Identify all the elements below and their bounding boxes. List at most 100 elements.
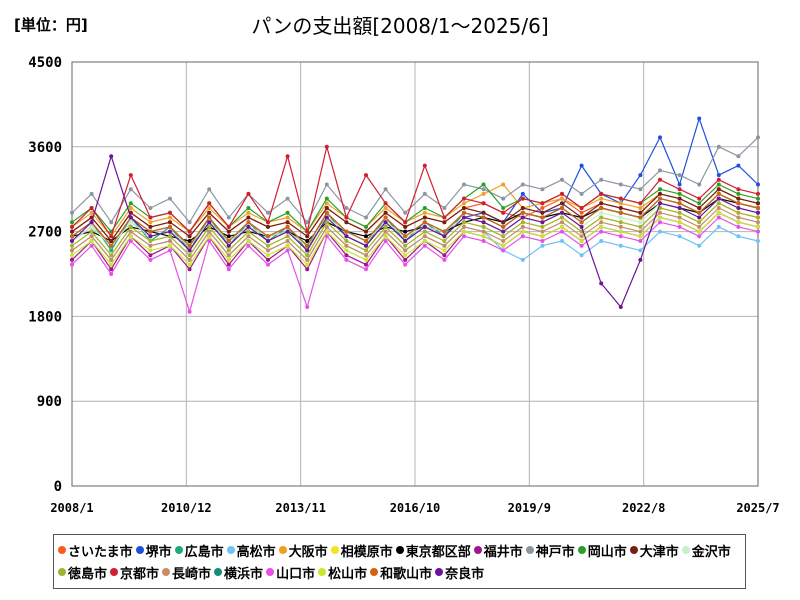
data-point xyxy=(462,196,466,201)
data-point xyxy=(168,224,172,229)
data-point xyxy=(187,309,192,314)
series-14 xyxy=(70,206,760,262)
data-point xyxy=(285,210,290,215)
data-point xyxy=(481,210,486,215)
data-point xyxy=(540,201,545,206)
data-point xyxy=(442,215,447,220)
data-point xyxy=(285,243,290,248)
data-point xyxy=(501,182,506,187)
series-line xyxy=(71,212,759,266)
series-16 xyxy=(70,215,760,314)
x-tick-label: 2019/9 xyxy=(508,501,551,515)
legend-marker xyxy=(435,568,444,576)
data-point xyxy=(70,262,74,267)
data-point xyxy=(716,196,721,201)
data-point xyxy=(344,229,349,234)
legend-item: 堺市 xyxy=(135,539,172,561)
data-point xyxy=(207,210,212,215)
data-point xyxy=(697,196,702,201)
legend-label: 福井市 xyxy=(483,544,523,560)
data-point xyxy=(677,224,682,229)
data-point xyxy=(226,257,231,262)
data-point xyxy=(677,210,682,215)
data-point xyxy=(226,239,231,243)
data-point xyxy=(756,182,760,187)
data-point xyxy=(109,267,114,272)
data-point xyxy=(70,224,74,229)
legend-item: さいたま市 xyxy=(58,539,133,561)
data-point xyxy=(638,210,643,215)
data-point xyxy=(128,173,133,178)
data-point xyxy=(226,215,231,220)
data-point xyxy=(403,243,408,248)
data-point xyxy=(501,196,506,201)
data-point xyxy=(207,206,212,210)
data-point xyxy=(305,229,310,234)
data-point xyxy=(658,220,662,225)
legend-marker xyxy=(226,546,235,554)
data-point xyxy=(599,220,604,225)
data-point xyxy=(481,201,486,206)
data-point xyxy=(638,220,643,225)
data-point xyxy=(226,248,231,253)
data-point xyxy=(70,243,74,248)
data-point xyxy=(677,234,682,239)
data-point xyxy=(246,239,251,243)
legend-label: 金沢市 xyxy=(691,544,731,560)
data-point xyxy=(285,234,290,239)
data-point xyxy=(599,239,604,243)
data-point xyxy=(148,253,153,258)
data-point xyxy=(618,220,623,225)
data-point xyxy=(540,220,545,225)
legend-item: 奈良市 xyxy=(435,561,484,583)
legend-label: 山口市 xyxy=(276,566,316,582)
data-point xyxy=(599,229,604,234)
data-point xyxy=(364,215,368,220)
data-point xyxy=(579,163,584,168)
data-point xyxy=(422,229,427,234)
data-point xyxy=(658,215,662,220)
data-point xyxy=(638,257,643,262)
legend-item: 高松市 xyxy=(226,539,276,561)
data-point xyxy=(403,229,408,234)
data-point xyxy=(128,215,133,220)
data-point xyxy=(266,220,270,225)
data-point xyxy=(756,191,760,196)
data-point xyxy=(579,210,584,215)
data-point xyxy=(442,229,447,234)
data-point xyxy=(579,215,584,220)
data-point xyxy=(403,262,408,267)
data-point xyxy=(736,187,741,192)
data-point xyxy=(168,239,172,243)
data-point xyxy=(422,239,427,243)
data-point xyxy=(579,243,584,248)
data-point xyxy=(187,262,192,267)
data-point xyxy=(266,262,270,267)
data-point xyxy=(520,234,525,239)
data-point xyxy=(324,206,329,210)
series-13 xyxy=(70,144,760,239)
data-point xyxy=(305,262,310,267)
data-point xyxy=(716,191,721,196)
legend-item: 和歌山市 xyxy=(370,561,432,583)
series-line xyxy=(71,207,759,261)
data-point xyxy=(364,267,368,272)
legend-item: 京都市 xyxy=(110,561,159,583)
data-point xyxy=(442,243,447,248)
chart-title: パンの支出額[2008/1～2025/6] xyxy=(251,14,549,38)
grid-lines xyxy=(72,62,758,486)
data-point xyxy=(677,182,682,187)
data-point xyxy=(364,224,368,229)
data-point xyxy=(324,220,329,225)
data-point xyxy=(697,201,702,206)
series-19 xyxy=(70,154,760,309)
data-point xyxy=(70,220,74,225)
legend-label: 広島市 xyxy=(184,544,224,560)
data-point xyxy=(403,224,408,229)
data-point xyxy=(344,234,349,239)
data-point xyxy=(560,201,564,206)
data-point xyxy=(756,135,760,140)
data-point xyxy=(756,224,760,229)
data-point xyxy=(128,224,133,229)
data-point xyxy=(383,210,388,215)
